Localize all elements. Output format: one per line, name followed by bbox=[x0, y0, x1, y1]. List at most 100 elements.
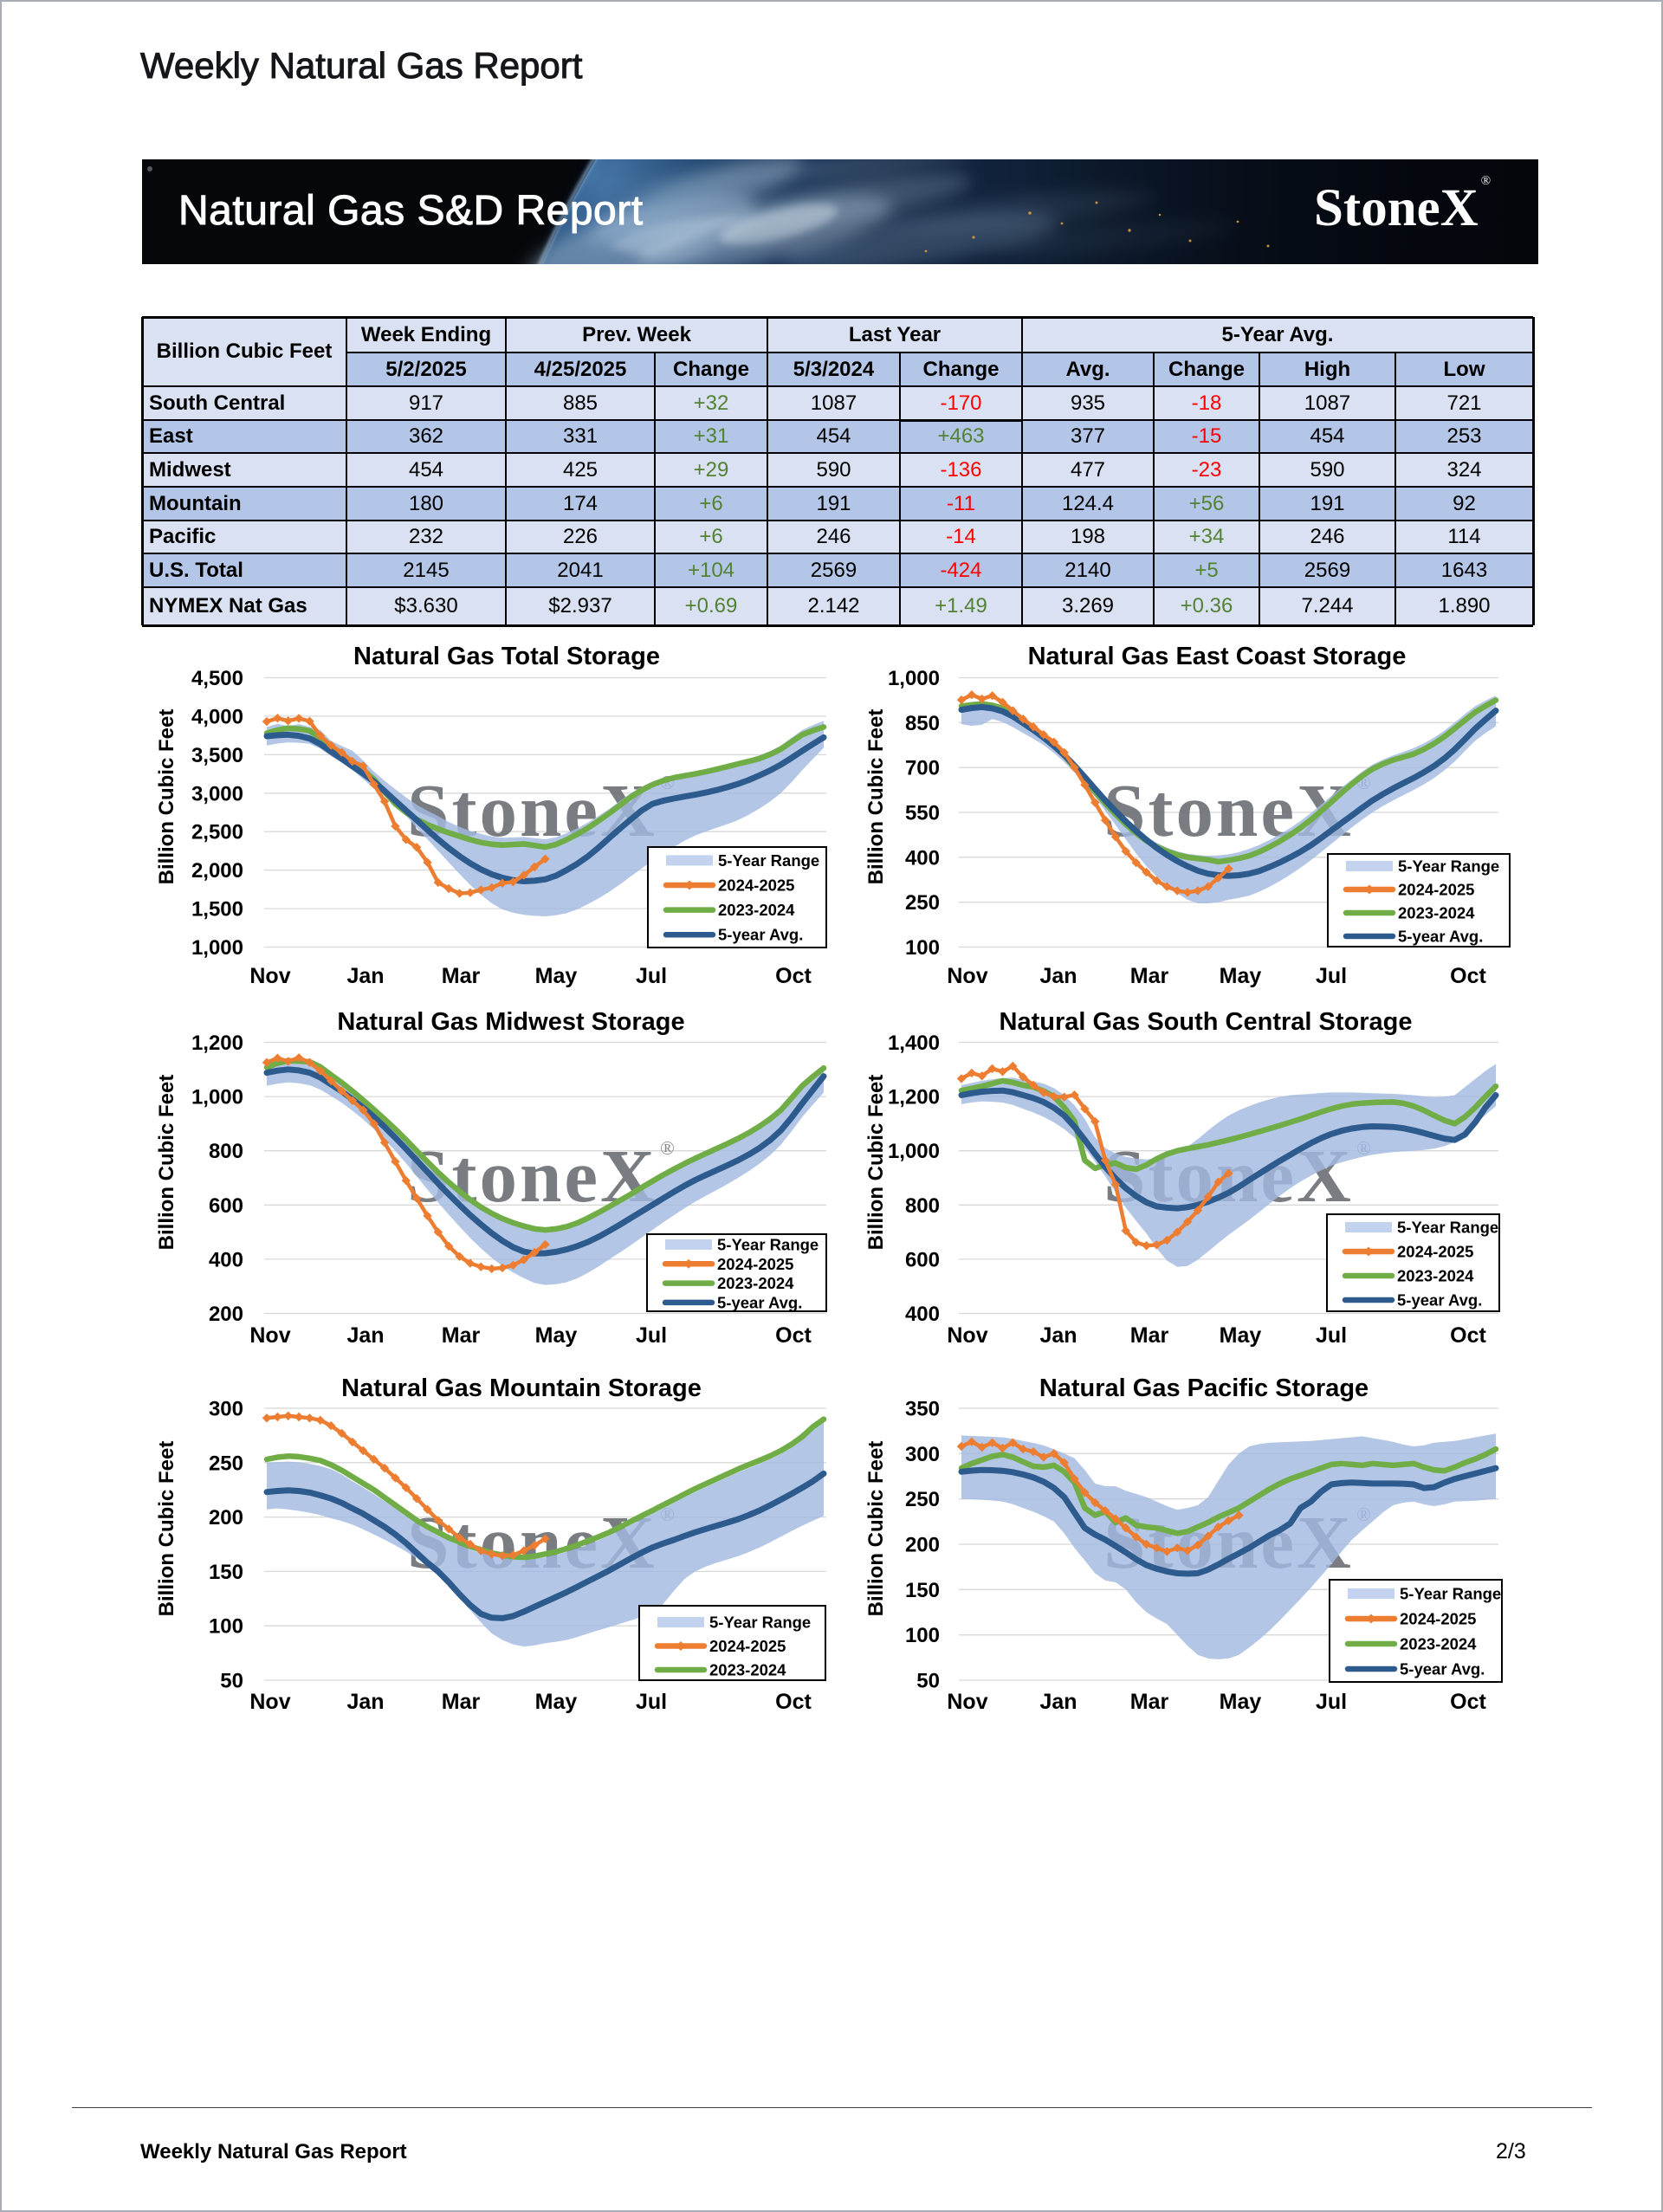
svg-text:100: 100 bbox=[905, 936, 940, 960]
svg-text:1,500: 1,500 bbox=[191, 898, 243, 922]
svg-text:Natural Gas East Coast Storage: Natural Gas East Coast Storage bbox=[1028, 643, 1407, 670]
svg-text:Jul: Jul bbox=[1316, 1323, 1347, 1348]
svg-text:Natural Gas South Central Stor: Natural Gas South Central Storage bbox=[1000, 1008, 1413, 1036]
svg-text:5-Year Range: 5-Year Range bbox=[717, 1236, 819, 1254]
svg-text:May: May bbox=[1220, 964, 1262, 988]
svg-text:2,000: 2,000 bbox=[191, 859, 243, 883]
svg-text:Billion Cubic Feet: Billion Cubic Feet bbox=[864, 709, 888, 885]
svg-text:550: 550 bbox=[905, 802, 940, 825]
svg-text:Oct: Oct bbox=[775, 1323, 812, 1348]
svg-text:May: May bbox=[1220, 1690, 1262, 1714]
svg-text:May: May bbox=[535, 964, 578, 988]
svg-text:2023-2024: 2023-2024 bbox=[1397, 1267, 1474, 1285]
svg-text:Mar: Mar bbox=[1130, 1690, 1169, 1714]
svg-text:1,200: 1,200 bbox=[191, 1032, 243, 1055]
svg-text:250: 250 bbox=[905, 891, 940, 915]
svg-text:Jul: Jul bbox=[636, 1323, 667, 1348]
svg-text:300: 300 bbox=[209, 1398, 243, 1421]
svg-text:Jan: Jan bbox=[346, 1323, 384, 1348]
svg-text:Natural Gas Total Storage: Natural Gas Total Storage bbox=[353, 643, 660, 670]
svg-text:Nov: Nov bbox=[947, 964, 987, 988]
svg-text:400: 400 bbox=[905, 846, 940, 870]
svg-text:5-year Avg.: 5-year Avg. bbox=[717, 1293, 802, 1311]
svg-text:600: 600 bbox=[209, 1194, 243, 1218]
svg-text:250: 250 bbox=[905, 1488, 940, 1511]
svg-text:150: 150 bbox=[905, 1579, 940, 1602]
svg-text:3,000: 3,000 bbox=[191, 782, 243, 805]
svg-text:Natural Gas Midwest Storage: Natural Gas Midwest Storage bbox=[337, 1008, 684, 1036]
svg-text:200: 200 bbox=[209, 1506, 243, 1530]
svg-text:Billion Cubic Feet: Billion Cubic Feet bbox=[864, 1441, 888, 1617]
svg-text:Jan: Jan bbox=[1039, 1323, 1077, 1348]
svg-text:Mar: Mar bbox=[1130, 1323, 1169, 1348]
svg-text:2024-2025: 2024-2025 bbox=[709, 1637, 786, 1655]
svg-text:350: 350 bbox=[905, 1398, 940, 1421]
svg-text:Natural Gas Mountain Storage: Natural Gas Mountain Storage bbox=[341, 1374, 702, 1402]
svg-text:Nov: Nov bbox=[249, 1690, 290, 1714]
svg-text:100: 100 bbox=[905, 1624, 940, 1647]
svg-text:Oct: Oct bbox=[1450, 964, 1486, 988]
svg-text:2024-2025: 2024-2025 bbox=[1400, 1610, 1476, 1628]
svg-text:Mar: Mar bbox=[442, 964, 481, 988]
svg-text:Billion Cubic Feet: Billion Cubic Feet bbox=[864, 1075, 888, 1251]
svg-text:5-Year Range: 5-Year Range bbox=[718, 851, 819, 870]
svg-text:4,000: 4,000 bbox=[191, 705, 243, 728]
svg-text:Billion Cubic Feet: Billion Cubic Feet bbox=[155, 1441, 178, 1617]
svg-text:5-Year Range: 5-Year Range bbox=[1397, 1219, 1498, 1237]
svg-text:May: May bbox=[535, 1323, 578, 1348]
svg-text:Oct: Oct bbox=[1450, 1690, 1486, 1714]
svg-text:2023-2024: 2023-2024 bbox=[718, 901, 795, 919]
svg-text:1,400: 1,400 bbox=[888, 1032, 940, 1055]
svg-text:800: 800 bbox=[905, 1194, 940, 1218]
svg-text:2023-2024: 2023-2024 bbox=[1400, 1635, 1477, 1653]
svg-text:Jul: Jul bbox=[636, 964, 667, 988]
svg-text:700: 700 bbox=[905, 757, 940, 780]
svg-text:May: May bbox=[1220, 1323, 1262, 1348]
svg-text:®: ® bbox=[660, 1137, 675, 1159]
svg-text:Nov: Nov bbox=[947, 1323, 987, 1348]
svg-text:150: 150 bbox=[209, 1561, 243, 1584]
svg-text:Oct: Oct bbox=[775, 1690, 812, 1714]
svg-text:Oct: Oct bbox=[1450, 1323, 1486, 1348]
svg-text:300: 300 bbox=[905, 1443, 940, 1466]
svg-text:5-year Avg.: 5-year Avg. bbox=[1398, 928, 1483, 946]
svg-text:1,200: 1,200 bbox=[888, 1086, 940, 1109]
svg-text:Jul: Jul bbox=[1316, 964, 1347, 988]
svg-text:600: 600 bbox=[905, 1248, 940, 1271]
svg-text:Jan: Jan bbox=[346, 964, 384, 988]
svg-text:400: 400 bbox=[905, 1303, 940, 1326]
svg-text:Nov: Nov bbox=[249, 964, 290, 988]
svg-text:2023-2024: 2023-2024 bbox=[717, 1274, 794, 1292]
svg-text:2024-2025: 2024-2025 bbox=[1397, 1243, 1473, 1261]
svg-text:1,000: 1,000 bbox=[191, 936, 243, 960]
svg-text:5-year Avg.: 5-year Avg. bbox=[718, 926, 803, 944]
svg-text:2024-2025: 2024-2025 bbox=[1398, 881, 1474, 899]
svg-text:2023-2024: 2023-2024 bbox=[709, 1661, 786, 1679]
svg-text:Jan: Jan bbox=[1039, 1690, 1077, 1714]
svg-text:50: 50 bbox=[220, 1670, 243, 1693]
svg-text:Nov: Nov bbox=[249, 1323, 290, 1348]
svg-text:5-year Avg.: 5-year Avg. bbox=[1400, 1660, 1485, 1678]
svg-text:2024-2025: 2024-2025 bbox=[718, 876, 794, 895]
svg-text:4,500: 4,500 bbox=[191, 667, 243, 690]
svg-text:2023-2024: 2023-2024 bbox=[1398, 904, 1475, 922]
svg-text:200: 200 bbox=[905, 1534, 940, 1557]
svg-text:50: 50 bbox=[916, 1670, 940, 1693]
svg-text:5-Year Range: 5-Year Range bbox=[1398, 857, 1499, 876]
svg-text:3,500: 3,500 bbox=[191, 744, 243, 767]
svg-text:May: May bbox=[535, 1690, 578, 1714]
svg-text:Mar: Mar bbox=[1130, 964, 1169, 988]
svg-text:1,000: 1,000 bbox=[191, 1086, 243, 1109]
svg-text:850: 850 bbox=[905, 712, 940, 735]
svg-text:Jul: Jul bbox=[636, 1690, 667, 1714]
svg-text:5-Year Range: 5-Year Range bbox=[709, 1614, 811, 1632]
svg-text:1,000: 1,000 bbox=[888, 667, 940, 690]
svg-text:Jan: Jan bbox=[346, 1690, 384, 1714]
svg-text:1,000: 1,000 bbox=[888, 1140, 940, 1163]
svg-text:Oct: Oct bbox=[775, 964, 812, 988]
svg-text:Mar: Mar bbox=[442, 1690, 481, 1714]
svg-text:5-year Avg.: 5-year Avg. bbox=[1397, 1291, 1482, 1310]
svg-text:Jan: Jan bbox=[1039, 964, 1077, 988]
svg-text:Natural Gas Pacific Storage: Natural Gas Pacific Storage bbox=[1039, 1374, 1369, 1402]
svg-text:2,500: 2,500 bbox=[191, 821, 243, 844]
